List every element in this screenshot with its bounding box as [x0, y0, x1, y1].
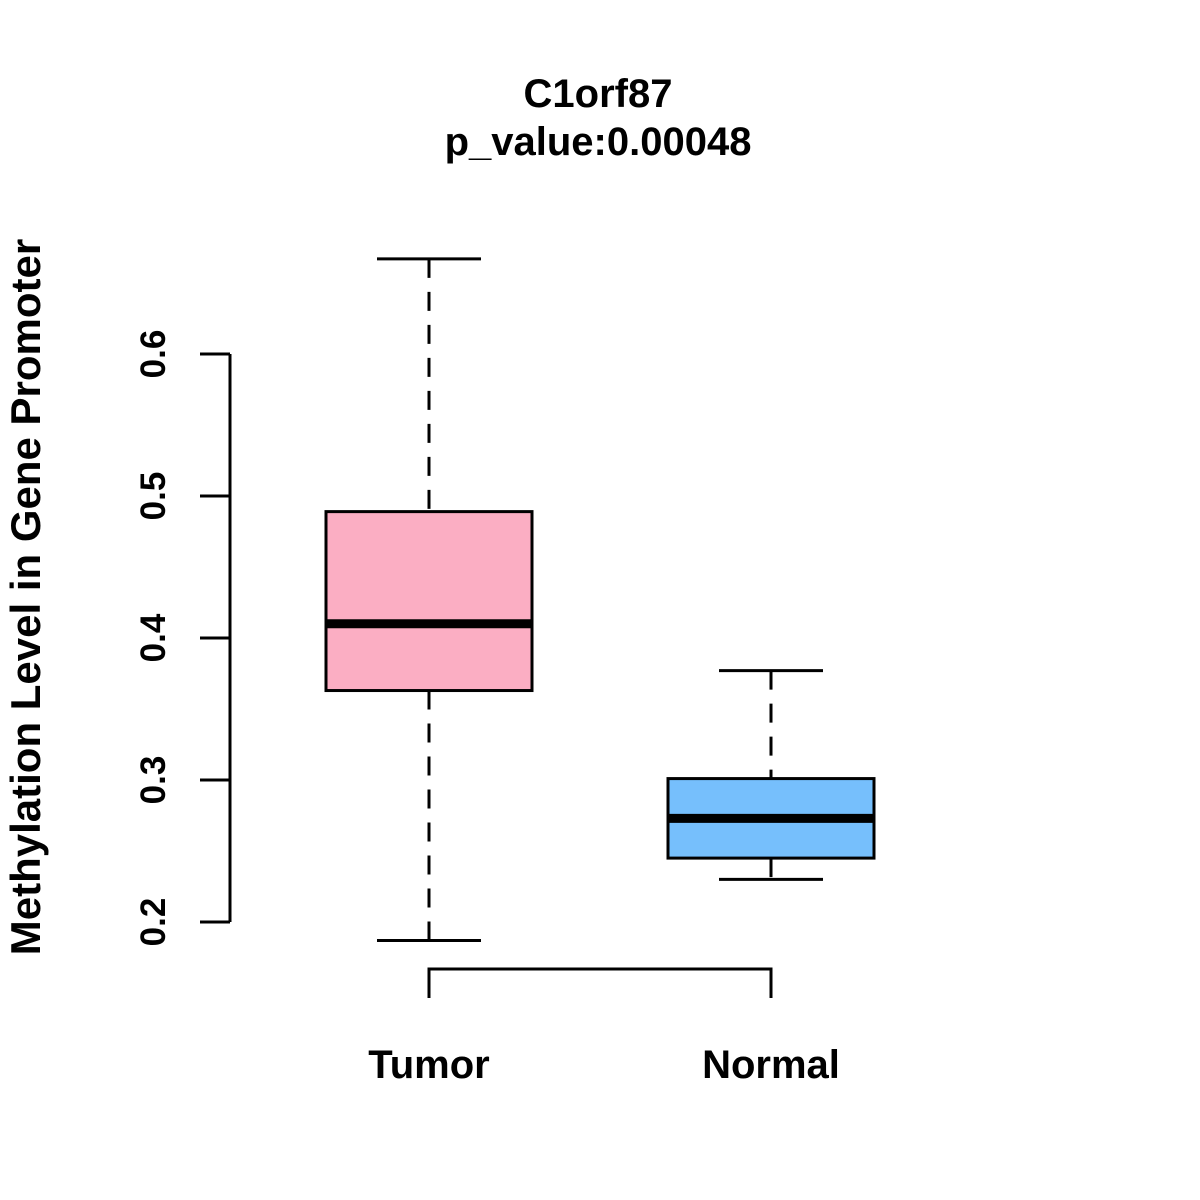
- axes-group: 0.2 0.3 0.4 0.5 0.6: [134, 330, 773, 998]
- box-tumor: [324, 510, 534, 693]
- boxes-group: Tumor Normal: [324, 257, 876, 1087]
- category-label-tumor: Tumor: [368, 1043, 489, 1087]
- y-axis-title: Methylation Level in Gene Promoter: [2, 239, 49, 955]
- chart-title: C1orf87: [524, 72, 673, 116]
- y-tick-label-0: 0.2: [134, 898, 173, 947]
- x-axis-bracket: [427, 967, 773, 998]
- category-label-normal: Normal: [702, 1043, 840, 1087]
- y-tick-label-4: 0.6: [134, 330, 173, 379]
- y-tick-label-1: 0.3: [134, 756, 173, 805]
- y-tick-label-2: 0.4: [134, 613, 173, 662]
- chart-subtitle: p_value:0.00048: [445, 120, 752, 164]
- y-tick-label-3: 0.5: [134, 472, 173, 521]
